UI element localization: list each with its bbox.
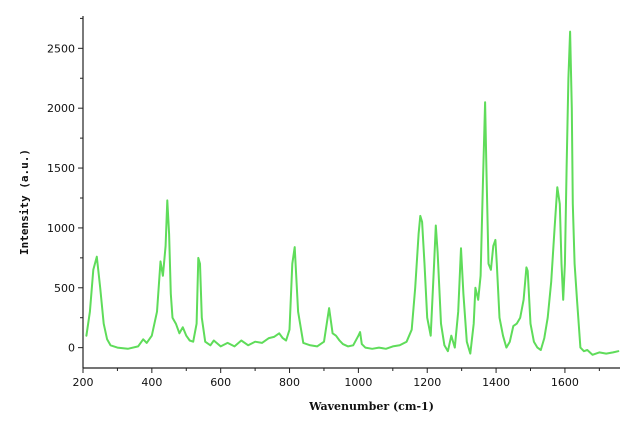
y-tick-label: 500 bbox=[54, 282, 75, 295]
x-tick-label: 600 bbox=[210, 376, 231, 389]
x-tick-label: 1600 bbox=[551, 376, 579, 389]
y-axis-ticks: 0 500 1000 1500 2000 2500 bbox=[47, 17, 83, 355]
y-tick-label: 1000 bbox=[47, 222, 75, 235]
y-tick-label: 2500 bbox=[47, 42, 75, 55]
x-tick-label: 200 bbox=[73, 376, 94, 389]
y-tick-label: 2000 bbox=[47, 102, 75, 115]
x-axis-title: Wavenumber (cm-1) bbox=[308, 400, 434, 413]
y-tick-label: 1500 bbox=[47, 162, 75, 175]
x-tick-label: 400 bbox=[141, 376, 162, 389]
x-tick-label: 1200 bbox=[413, 376, 441, 389]
x-tick-label: 1000 bbox=[344, 376, 372, 389]
axes bbox=[82, 16, 620, 369]
x-tick-label: 1400 bbox=[482, 376, 510, 389]
spectrum-line-series-0 bbox=[85, 30, 620, 356]
x-tick-label: 800 bbox=[279, 376, 300, 389]
x-axis-ticks: 200 400 600 800 1000 1200 1400 1600 bbox=[73, 368, 600, 389]
plot-area bbox=[85, 30, 620, 356]
y-axis-title: Intensity (a.u.) bbox=[18, 149, 31, 255]
y-tick-label: 0 bbox=[68, 342, 75, 355]
